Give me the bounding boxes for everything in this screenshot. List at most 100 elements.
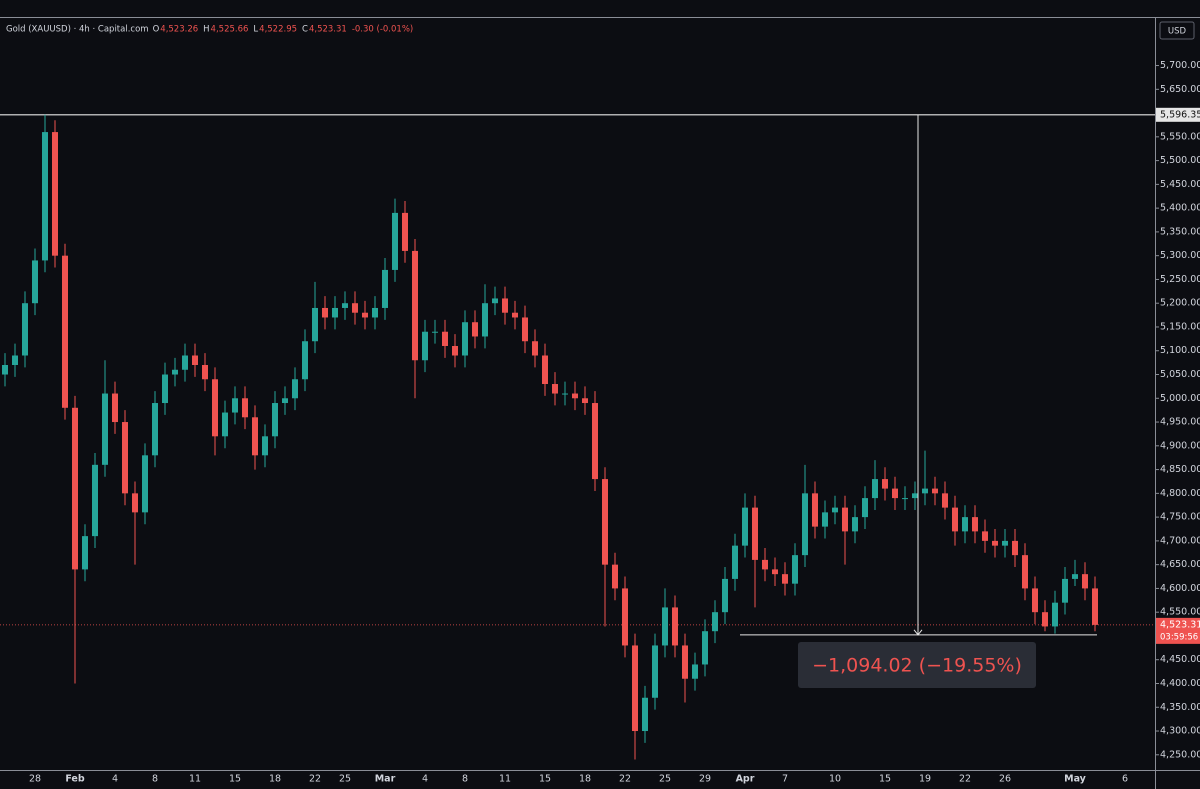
candle-body [672, 607, 678, 646]
x-tick-label: Apr [736, 774, 755, 785]
candle-body [932, 488, 938, 494]
currency[interactable]: USD [1168, 27, 1187, 37]
candle-body [742, 507, 748, 546]
y-tick-label: 5,050.00 [1160, 369, 1200, 380]
candle-body [622, 588, 628, 646]
y-tick-label: 5,350.00 [1160, 226, 1200, 237]
candle-body [492, 298, 498, 304]
candle-body [292, 379, 298, 399]
candle-body [602, 479, 608, 565]
candle-body [982, 531, 988, 541]
y-tick-label: 5,500.00 [1160, 155, 1200, 166]
candle-body [22, 303, 28, 356]
x-tick-label: 22 [619, 774, 631, 785]
y-tick-label: 5,400.00 [1160, 203, 1200, 214]
x-tick-label: 18 [579, 774, 591, 785]
candle-body [282, 398, 288, 404]
measure-box [798, 642, 1036, 688]
candle-body [2, 365, 8, 375]
candle-body [682, 645, 688, 679]
y-tick-label: 5,450.00 [1160, 179, 1200, 190]
last-price-label: 4,523.31 [1160, 619, 1200, 630]
plot: −1,094.02 (−19.55%) [0, 114, 1155, 760]
candle-body [222, 412, 228, 437]
candle-body [322, 307, 328, 318]
x-tick-label: 26 [999, 774, 1011, 785]
candle-body [412, 250, 418, 361]
candle-body [252, 417, 258, 456]
candle-body [382, 269, 388, 308]
x-tick-label: 22 [309, 774, 321, 785]
x-tick-label: 22 [959, 774, 971, 785]
candle-body [352, 303, 358, 313]
candle-body [762, 559, 768, 570]
candle-body [1072, 574, 1078, 579]
candle-body [872, 479, 878, 499]
y-tick-label: 4,300.00 [1160, 726, 1200, 737]
candle-body [92, 464, 98, 537]
y-tick-label: 5,000.00 [1160, 393, 1200, 404]
ohlc-value: 4,523.26 [160, 25, 198, 35]
y-tick-label: 4,700.00 [1160, 535, 1200, 546]
x-tick-label: Mar [375, 774, 396, 785]
candle-body [572, 393, 578, 399]
candle-body [332, 307, 338, 318]
candle-body [522, 317, 528, 342]
currency-box[interactable] [1159, 21, 1195, 40]
candle-body [242, 398, 248, 418]
x-tick-label: 8 [462, 774, 468, 785]
candle-body [1082, 574, 1088, 589]
candle-body [662, 607, 668, 646]
candle-body [192, 355, 198, 366]
candle-body [1012, 540, 1018, 556]
candle-body [452, 345, 458, 356]
candle-body [502, 298, 508, 313]
candle-body [72, 407, 78, 570]
candle-body [62, 255, 68, 408]
y-tick-label: 4,950.00 [1160, 417, 1200, 428]
candle-body [362, 312, 368, 318]
candle-body [782, 574, 788, 584]
candle-body [722, 578, 728, 613]
candle-body [642, 697, 648, 732]
candle-body [552, 384, 558, 394]
candle-body [342, 303, 348, 308]
y-tick-label: 4,650.00 [1160, 559, 1200, 570]
y-tick-label: 4,400.00 [1160, 678, 1200, 689]
last-price-tag [1156, 617, 1200, 644]
candle-body [182, 355, 188, 370]
candle-body [1092, 588, 1098, 625]
price-line-tag [1156, 107, 1200, 122]
candle-body [652, 645, 658, 698]
countdown: 03:59:56 [1160, 632, 1198, 642]
y-tick-label: 5,100.00 [1160, 345, 1200, 356]
candle-body [1052, 602, 1058, 627]
candle-body [862, 498, 868, 518]
candle-body [922, 488, 928, 494]
candle-body [562, 393, 568, 395]
y-tick-label: 5,700.00 [1160, 60, 1200, 71]
x-tick-label: 10 [829, 774, 841, 785]
x-tick-label: 6 [1122, 774, 1128, 785]
candle-body [12, 355, 18, 366]
x-tick-label: May [1064, 774, 1087, 785]
header: Gold (XAUUSD) · 4h · Capital.com O 4,523.… [6, 25, 413, 35]
x-tick-label: 11 [189, 774, 201, 785]
candle-body [912, 493, 918, 499]
measure-label: −1,094.02 (−19.55%) [812, 655, 1022, 677]
candle-body [142, 455, 148, 513]
y-tick-label: 4,350.00 [1160, 702, 1200, 713]
change: -0.30 (-0.01%) [352, 25, 413, 35]
ohlc-value: 4,523.31 [309, 25, 347, 35]
candle-body [402, 212, 408, 251]
y-tick-label: 5,250.00 [1160, 274, 1200, 285]
y-tick-label: 5,550.00 [1160, 131, 1200, 142]
symbol: Gold (XAUUSD) · 4h · Capital.com [6, 25, 149, 35]
candle-body [532, 341, 538, 356]
y-tick-label: 4,550.00 [1160, 607, 1200, 618]
candle-body [442, 331, 448, 346]
candle-body [482, 303, 488, 337]
candle-body [882, 479, 888, 489]
x-tick-label: 4 [112, 774, 118, 785]
x-tick-label: 8 [152, 774, 158, 785]
